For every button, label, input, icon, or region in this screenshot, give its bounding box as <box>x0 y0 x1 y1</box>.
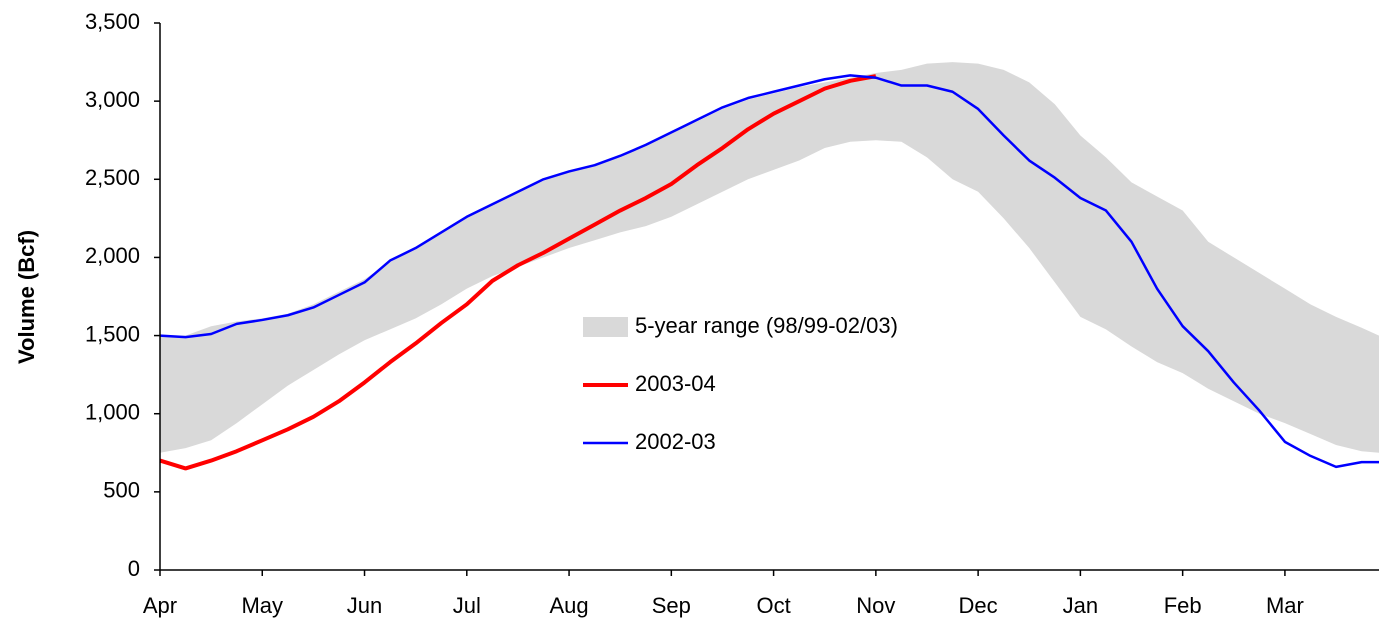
y-tick-label: 0 <box>128 556 140 581</box>
x-tick-label: Jun <box>347 593 382 618</box>
legend-label: 5-year range (98/99-02/03) <box>635 313 898 338</box>
legend-label: 2003-04 <box>635 371 716 396</box>
x-tick-label: Jul <box>453 593 481 618</box>
y-tick-label: 1,500 <box>85 321 140 346</box>
y-axis-label: Volume (Bcf) <box>14 230 39 364</box>
x-tick-label: Dec <box>959 593 998 618</box>
y-tick-label: 2,500 <box>85 165 140 190</box>
x-tick-label: Feb <box>1164 593 1202 618</box>
y-tick-label: 2,000 <box>85 243 140 268</box>
y-tick-label: 3,500 <box>85 9 140 34</box>
x-tick-label: Jan <box>1063 593 1098 618</box>
x-tick-label: Apr <box>143 593 177 618</box>
range-band <box>160 62 1379 453</box>
x-tick-label: Aug <box>549 593 588 618</box>
x-tick-label: Sep <box>652 593 691 618</box>
x-tick-label: Nov <box>856 593 895 618</box>
series-line <box>159 74 1379 469</box>
y-tick-label: 3,000 <box>85 87 140 112</box>
series-line <box>159 74 877 471</box>
legend-label: 2002-03 <box>635 429 716 454</box>
y-tick-label: 500 <box>103 478 140 503</box>
x-tick-label: Mar <box>1266 593 1304 618</box>
x-tick-label: Oct <box>756 593 790 618</box>
y-tick-label: 1,000 <box>85 400 140 425</box>
legend-swatch <box>583 317 628 337</box>
x-tick-label: May <box>241 593 283 618</box>
